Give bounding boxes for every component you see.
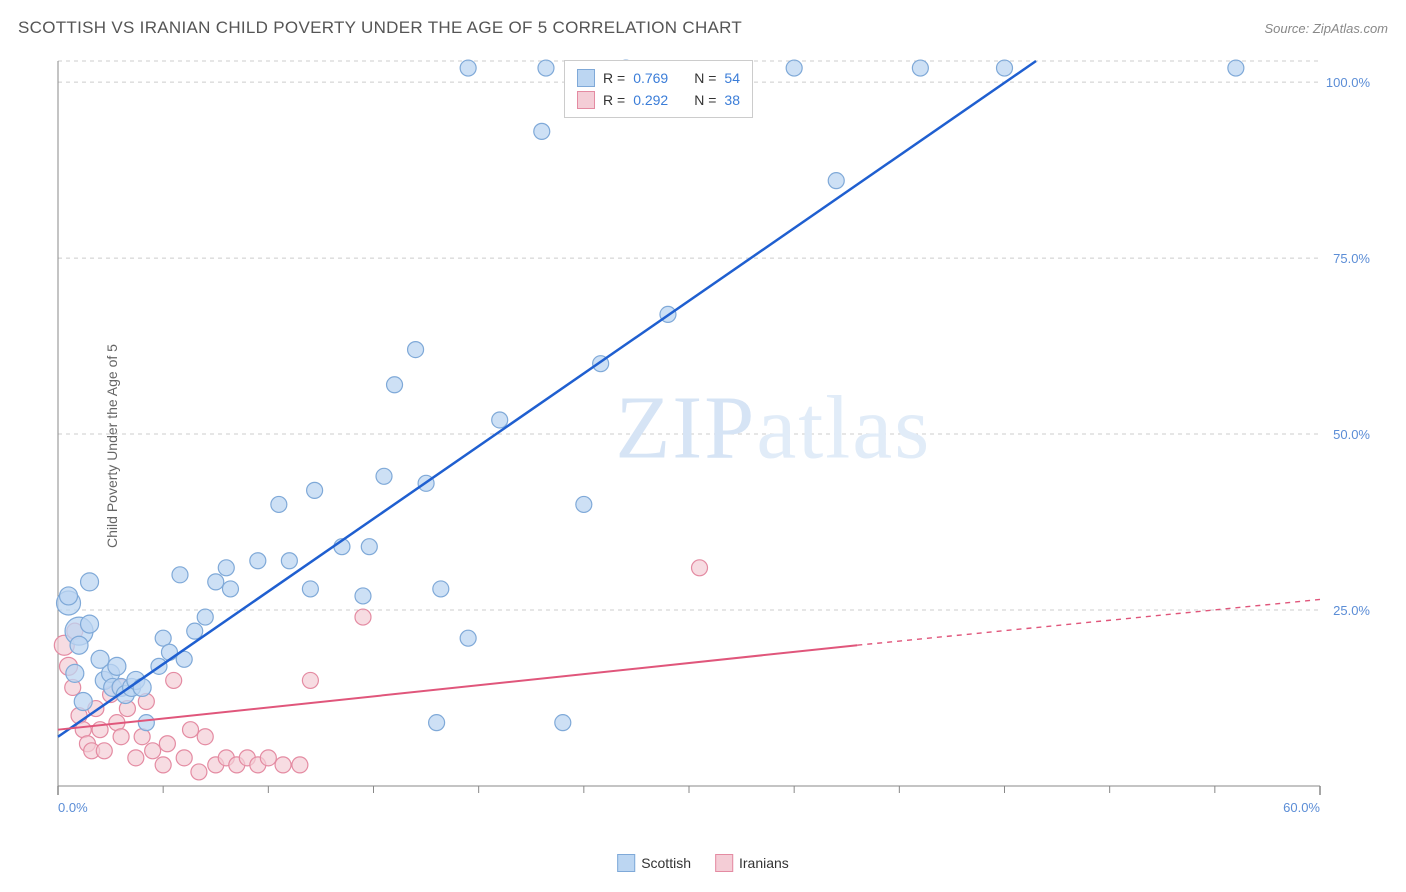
n-value: 38 xyxy=(724,92,740,108)
svg-text:25.0%: 25.0% xyxy=(1333,603,1370,618)
legend-item: Scottish xyxy=(617,854,691,872)
legend-label: Scottish xyxy=(641,855,691,871)
n-label: N = xyxy=(694,70,716,86)
chart-title: SCOTTISH VS IRANIAN CHILD POVERTY UNDER … xyxy=(18,18,742,38)
r-value: 0.769 xyxy=(633,70,668,86)
title-bar: SCOTTISH VS IRANIAN CHILD POVERTY UNDER … xyxy=(18,18,1388,38)
legend-stat-row: R = 0.769 N = 54 xyxy=(577,67,740,89)
r-value: 0.292 xyxy=(633,92,668,108)
legend-swatch xyxy=(577,91,595,109)
r-label: R = xyxy=(603,70,625,86)
source-attribution: Source: ZipAtlas.com xyxy=(1264,21,1388,36)
svg-text:100.0%: 100.0% xyxy=(1326,75,1371,90)
svg-text:50.0%: 50.0% xyxy=(1333,427,1370,442)
legend-swatch xyxy=(577,69,595,87)
correlation-legend: R = 0.769 N = 54 R = 0.292 N = 38 xyxy=(564,60,753,118)
n-label: N = xyxy=(694,92,716,108)
r-label: R = xyxy=(603,92,625,108)
legend-item: Iranians xyxy=(715,854,789,872)
legend-swatch xyxy=(617,854,635,872)
series-legend: Scottish Iranians xyxy=(617,854,789,872)
svg-text:60.0%: 60.0% xyxy=(1283,800,1320,815)
svg-text:75.0%: 75.0% xyxy=(1333,251,1370,266)
legend-swatch xyxy=(715,854,733,872)
plot-svg: 0.0% 60.0% 25.0% 50.0% 75.0% 100.0% xyxy=(50,56,1380,826)
n-value: 54 xyxy=(724,70,740,86)
svg-text:0.0%: 0.0% xyxy=(58,800,88,815)
scatter-plot: 0.0% 60.0% 25.0% 50.0% 75.0% 100.0% xyxy=(50,56,1380,826)
legend-stat-row: R = 0.292 N = 38 xyxy=(577,89,740,111)
legend-label: Iranians xyxy=(739,855,789,871)
